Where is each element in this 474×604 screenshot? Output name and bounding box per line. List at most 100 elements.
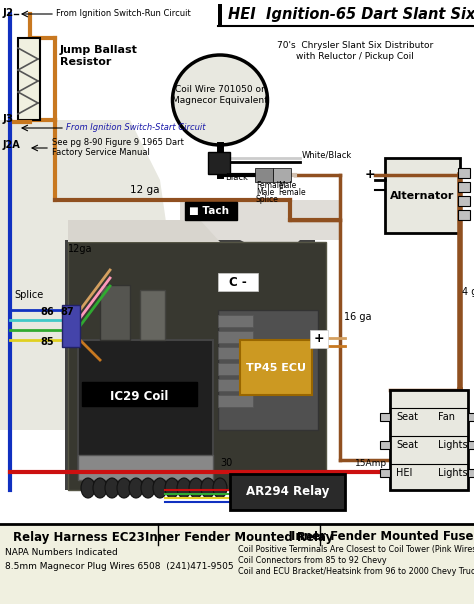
Bar bbox=[0, 524, 474, 604]
Text: +: + bbox=[365, 168, 375, 181]
Ellipse shape bbox=[117, 478, 131, 498]
Ellipse shape bbox=[173, 55, 267, 145]
Text: Coil Wire 701050 or
Magnecor Equivalent: Coil Wire 701050 or Magnecor Equivalent bbox=[172, 85, 268, 106]
Bar bbox=[385, 158, 460, 233]
Bar bbox=[468, 413, 474, 421]
Polygon shape bbox=[180, 200, 340, 260]
Bar bbox=[255, 168, 273, 182]
Text: Male: Male bbox=[256, 188, 274, 197]
Bar bbox=[468, 441, 474, 449]
Bar bbox=[380, 441, 390, 449]
Text: 12 ga: 12 ga bbox=[130, 185, 159, 195]
Ellipse shape bbox=[129, 478, 143, 498]
Text: Female: Female bbox=[256, 181, 283, 190]
Text: Male: Male bbox=[278, 181, 296, 190]
Bar bbox=[65, 240, 315, 490]
Bar bbox=[218, 379, 253, 391]
Bar bbox=[0, 0, 474, 524]
Text: Seat: Seat bbox=[396, 412, 418, 422]
Text: From Ignition Switch-Start Circuit: From Ignition Switch-Start Circuit bbox=[66, 123, 206, 132]
Text: with Reluctor / Pickup Coil: with Reluctor / Pickup Coil bbox=[296, 52, 414, 61]
Text: 16 ga: 16 ga bbox=[344, 312, 372, 322]
Bar bbox=[218, 315, 253, 327]
Bar bbox=[218, 4, 222, 26]
Text: Lights: Lights bbox=[438, 440, 468, 450]
Ellipse shape bbox=[189, 478, 203, 498]
Bar bbox=[82, 382, 197, 406]
Text: Inner Fender Mounted Relay: Inner Fender Mounted Relay bbox=[145, 530, 333, 544]
Text: Splice: Splice bbox=[14, 290, 43, 300]
Bar bbox=[185, 202, 237, 220]
Text: 87: 87 bbox=[60, 307, 73, 317]
Bar bbox=[218, 331, 253, 343]
Bar bbox=[218, 347, 253, 359]
Bar bbox=[458, 182, 470, 192]
Bar bbox=[218, 363, 253, 375]
Text: 30: 30 bbox=[220, 458, 232, 468]
Bar bbox=[240, 340, 312, 395]
Ellipse shape bbox=[177, 478, 191, 498]
Bar bbox=[230, 474, 345, 510]
Text: J2: J2 bbox=[3, 8, 14, 18]
Text: J3: J3 bbox=[3, 114, 14, 124]
Text: Alternator: Alternator bbox=[390, 191, 454, 201]
Polygon shape bbox=[68, 220, 220, 242]
Bar bbox=[380, 413, 390, 421]
Bar bbox=[68, 242, 326, 490]
Text: 86: 86 bbox=[40, 307, 54, 317]
Text: AR294 Relay: AR294 Relay bbox=[246, 486, 330, 498]
Text: J2A: J2A bbox=[3, 140, 21, 150]
Text: 15Amp: 15Amp bbox=[355, 459, 387, 468]
Polygon shape bbox=[0, 120, 170, 430]
Text: 85: 85 bbox=[40, 337, 54, 347]
Bar bbox=[100, 285, 130, 340]
Text: Splice: Splice bbox=[256, 195, 279, 204]
Text: Relay Harness EC23: Relay Harness EC23 bbox=[13, 530, 145, 544]
Bar bbox=[218, 273, 258, 291]
Text: See pg 8-90 Figure 9 1965 Dart: See pg 8-90 Figure 9 1965 Dart bbox=[52, 138, 184, 147]
Text: 8.5mm Magnecor Plug Wires 6508  (241)471-9505: 8.5mm Magnecor Plug Wires 6508 (241)471-… bbox=[5, 562, 234, 571]
Bar bbox=[390, 390, 468, 490]
Bar bbox=[218, 310, 318, 430]
Ellipse shape bbox=[165, 478, 179, 498]
Ellipse shape bbox=[201, 478, 215, 498]
Bar bbox=[208, 152, 230, 174]
Text: Coil and ECU Bracket/Heatsink from 96 to 2000 Chevy Truck: Coil and ECU Bracket/Heatsink from 96 to… bbox=[238, 567, 474, 576]
Text: 70's  Chrysler Slant Six Distributor: 70's Chrysler Slant Six Distributor bbox=[277, 41, 433, 50]
Bar bbox=[468, 469, 474, 477]
Bar bbox=[458, 210, 470, 220]
Text: From Ignition Switch-Run Circuit: From Ignition Switch-Run Circuit bbox=[56, 10, 191, 19]
Text: Coil Connectors from 85 to 92 Chevy: Coil Connectors from 85 to 92 Chevy bbox=[238, 556, 387, 565]
Text: Jump Ballast
Resistor: Jump Ballast Resistor bbox=[60, 45, 138, 67]
Bar bbox=[62, 305, 80, 347]
Bar bbox=[78, 340, 213, 470]
Bar bbox=[78, 455, 213, 480]
Bar bbox=[458, 196, 470, 206]
Text: Lights: Lights bbox=[438, 468, 468, 478]
Ellipse shape bbox=[213, 478, 227, 498]
Text: IC29 Coil: IC29 Coil bbox=[110, 390, 168, 402]
Bar bbox=[380, 469, 390, 477]
Bar bbox=[140, 290, 165, 340]
Bar bbox=[18, 38, 40, 120]
Text: Female: Female bbox=[278, 188, 306, 197]
Bar bbox=[218, 395, 253, 407]
Ellipse shape bbox=[141, 478, 155, 498]
Bar bbox=[310, 330, 328, 348]
Text: +: + bbox=[314, 332, 324, 345]
Text: 12ga: 12ga bbox=[68, 244, 92, 254]
Text: NAPA Numbers Indicated: NAPA Numbers Indicated bbox=[5, 548, 118, 557]
Text: HEI: HEI bbox=[396, 468, 412, 478]
Ellipse shape bbox=[81, 478, 95, 498]
Ellipse shape bbox=[93, 478, 107, 498]
Text: Inner Fender Mounted Fuse Box: Inner Fender Mounted Fuse Box bbox=[292, 530, 474, 544]
Text: C -: C - bbox=[229, 275, 247, 289]
Text: Coil Positive Terminals Are Closest to Coil Tower (Pink Wires): Coil Positive Terminals Are Closest to C… bbox=[238, 545, 474, 554]
Text: ■ Tach: ■ Tach bbox=[189, 206, 229, 216]
Text: Black: Black bbox=[225, 173, 248, 182]
Text: Factory Service Manual: Factory Service Manual bbox=[52, 148, 150, 157]
Text: HEI  Ignition-65 Dart Slant Six: HEI Ignition-65 Dart Slant Six bbox=[228, 7, 474, 22]
Ellipse shape bbox=[105, 478, 119, 498]
Text: Fan: Fan bbox=[438, 412, 455, 422]
Bar bbox=[273, 168, 291, 182]
